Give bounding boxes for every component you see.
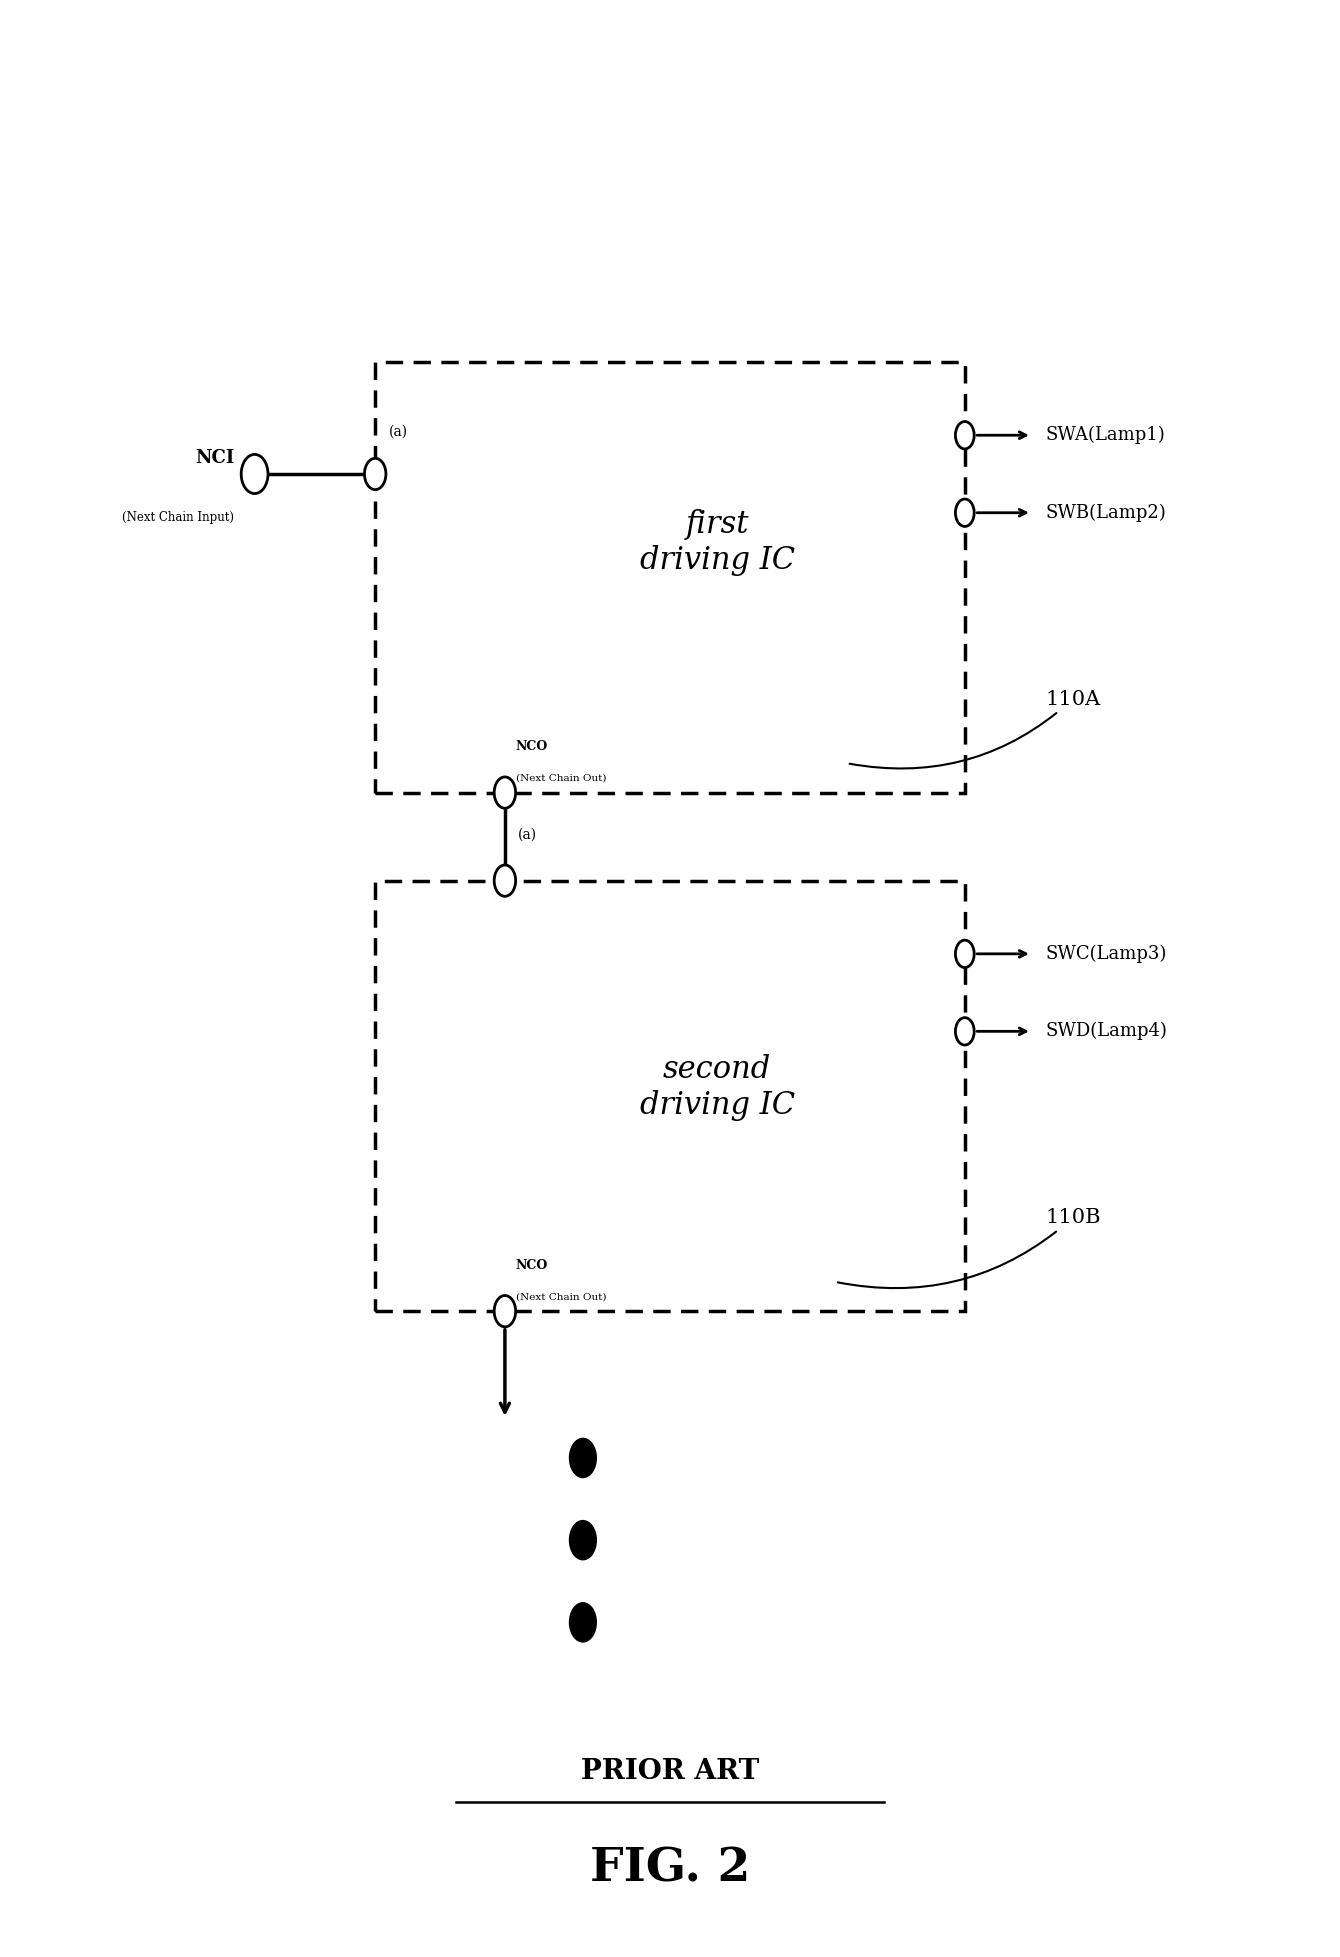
Bar — [375, 362, 965, 793]
Circle shape — [494, 777, 516, 808]
Text: SWD(Lamp4): SWD(Lamp4) — [1045, 1022, 1167, 1041]
Text: (a): (a) — [519, 828, 537, 842]
Text: SWB(Lamp2): SWB(Lamp2) — [1045, 503, 1166, 523]
Circle shape — [955, 499, 974, 526]
Text: 110A: 110A — [850, 689, 1100, 769]
Circle shape — [955, 939, 974, 967]
Text: PRIOR ART: PRIOR ART — [580, 1757, 760, 1785]
Text: NCI: NCI — [196, 450, 234, 468]
Circle shape — [570, 1521, 596, 1560]
Circle shape — [570, 1438, 596, 1478]
Text: FIG. 2: FIG. 2 — [590, 1845, 750, 1892]
Circle shape — [494, 1296, 516, 1327]
Circle shape — [955, 421, 974, 448]
Text: first
driving IC: first driving IC — [639, 509, 795, 575]
Text: 110B: 110B — [838, 1207, 1100, 1288]
Text: (a): (a) — [389, 425, 407, 438]
Text: SWA(Lamp1): SWA(Lamp1) — [1045, 427, 1164, 444]
Text: (Next Chain Out): (Next Chain Out) — [516, 1292, 606, 1301]
Text: (Next Chain Input): (Next Chain Input) — [122, 511, 234, 524]
Circle shape — [955, 1018, 974, 1045]
Text: second
driving IC: second driving IC — [639, 1055, 795, 1121]
Text: NCO: NCO — [516, 1258, 548, 1272]
Circle shape — [494, 865, 516, 896]
Text: NCO: NCO — [516, 740, 548, 753]
Circle shape — [241, 454, 268, 493]
Circle shape — [364, 458, 386, 489]
Text: SWC(Lamp3): SWC(Lamp3) — [1045, 945, 1167, 963]
Bar — [375, 881, 965, 1311]
Text: (Next Chain Out): (Next Chain Out) — [516, 773, 606, 783]
Circle shape — [570, 1603, 596, 1642]
